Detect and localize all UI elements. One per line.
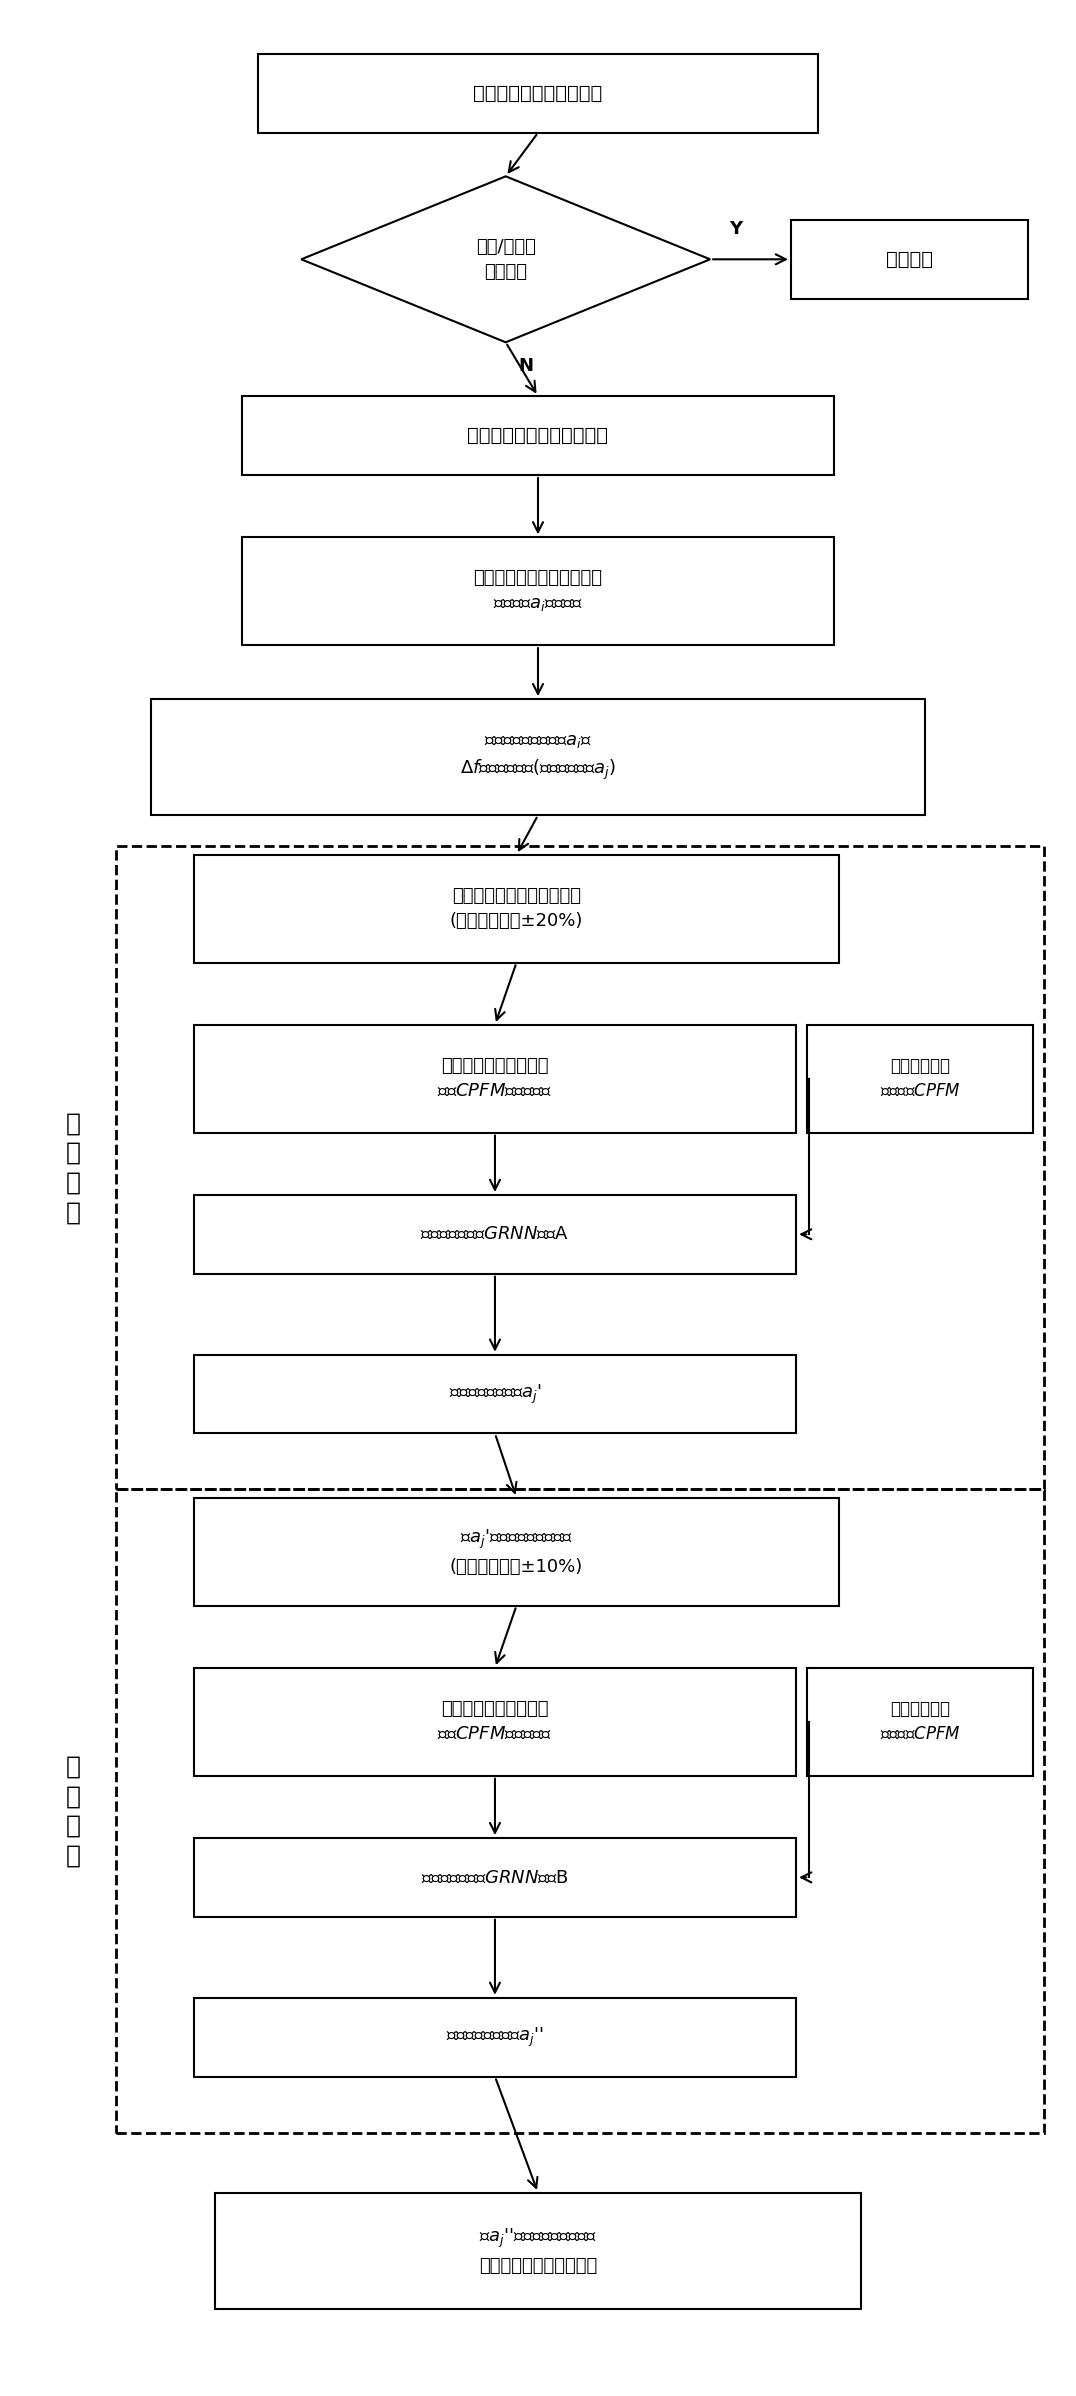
Text: 理论/试验相
关性分析: 理论/试验相 关性分析 [476, 237, 536, 280]
FancyBboxPatch shape [242, 395, 834, 474]
Text: 获得二次修正后的$a_j$'': 获得二次修正后的$a_j$'' [447, 2025, 543, 2049]
Text: 利用实测模态
参数构造$CPFM$: 利用实测模态 参数构造$CPFM$ [880, 1057, 960, 1100]
Text: 建立网格结构的半刚性模型: 建立网格结构的半刚性模型 [467, 426, 609, 446]
FancyBboxPatch shape [807, 1025, 1033, 1133]
Text: 在$a_j$'基础上缩小修正范围
(二次修正，如±10%): 在$a_j$'基础上缩小修正范围 (二次修正，如±10%) [450, 1529, 583, 1577]
Text: 数值计算，选择样本，
构造$CPFM$及输出参数: 数值计算，选择样本， 构造$CPFM$及输出参数 [438, 1057, 552, 1100]
FancyBboxPatch shape [151, 700, 925, 815]
Text: Y: Y [730, 220, 742, 240]
Text: 设置参数，训练$GRNN$网络B: 设置参数，训练$GRNN$网络B [421, 1869, 569, 1886]
Text: 二
次
修
正: 二 次 修 正 [66, 1754, 81, 1866]
Text: 获得初次修正后的$a_j$': 获得初次修正后的$a_j$' [449, 1382, 541, 1406]
Text: 数值计算，选择样本，
构造$CPFM$及输出参数: 数值计算，选择样本， 构造$CPFM$及输出参数 [438, 1701, 552, 1744]
Text: 计算每类单元结构的$a_i$－
$\Delta f$函数关系曲线(确定修正参数$a_j$): 计算每类单元结构的$a_i$－ $\Delta f$函数关系曲线(确定修正参数$… [459, 733, 617, 783]
FancyBboxPatch shape [258, 55, 818, 132]
FancyBboxPatch shape [194, 1998, 796, 2077]
Text: 精确模型: 精确模型 [886, 249, 933, 268]
FancyBboxPatch shape [194, 1025, 796, 1133]
FancyBboxPatch shape [215, 2192, 861, 2310]
FancyBboxPatch shape [194, 1196, 796, 1275]
Text: 将$a_j$''代入到结构的半刚性
模型，得到修正后的结果: 将$a_j$''代入到结构的半刚性 模型，得到修正后的结果 [479, 2226, 597, 2274]
Text: 建立网格结构的刚性模型: 建立网格结构的刚性模型 [473, 84, 603, 103]
FancyBboxPatch shape [807, 1668, 1033, 1775]
FancyBboxPatch shape [194, 1838, 796, 1917]
Text: 设置参数，训练$GRNN$网络A: 设置参数，训练$GRNN$网络A [421, 1224, 569, 1244]
FancyBboxPatch shape [242, 537, 834, 645]
Polygon shape [301, 177, 710, 343]
Text: 初
次
修
正: 初 次 修 正 [66, 1112, 81, 1224]
Text: 预计修正参数初次修正范围
(初次修正，如±20%): 预计修正参数初次修正范围 (初次修正，如±20%) [450, 887, 583, 930]
FancyBboxPatch shape [194, 855, 839, 963]
Text: 根据节点实体建模计算结果
初步确定$a_i$值的大小: 根据节点实体建模计算结果 初步确定$a_i$值的大小 [473, 570, 603, 613]
Text: N: N [519, 357, 534, 376]
FancyBboxPatch shape [194, 1668, 796, 1775]
FancyBboxPatch shape [791, 220, 1028, 300]
FancyBboxPatch shape [194, 1354, 796, 1433]
Text: 利用实测模态
参数构造$CPFM$: 利用实测模态 参数构造$CPFM$ [880, 1701, 960, 1744]
FancyBboxPatch shape [194, 1498, 839, 1605]
